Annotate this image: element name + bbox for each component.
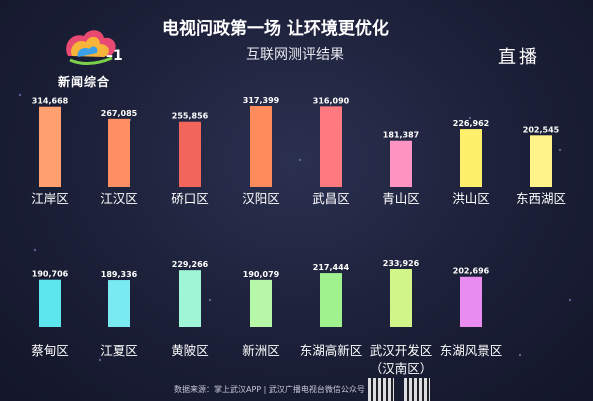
bar-value-label: 181,387 (383, 131, 419, 140)
background-dot (208, 298, 212, 302)
category-label: 武汉开发区 (370, 343, 433, 358)
bar-value-label: 217,444 (313, 263, 350, 272)
category-label: 洪山区 (452, 191, 490, 206)
title-plain: 电视问政第一场 (162, 19, 281, 39)
qr-code-icon (368, 378, 394, 401)
bar-value-label: 226,962 (453, 119, 489, 128)
bar (250, 279, 272, 327)
bar-value-label: 316,090 (313, 96, 350, 105)
data-source-footer: 数据来源：掌上武汉APP | 武汉广播电视台微信公众号 (174, 385, 365, 394)
bar (39, 106, 61, 187)
category-label: 硚口区 (171, 191, 209, 206)
bar-value-label: 202,545 (523, 125, 560, 134)
background-dot (98, 358, 102, 362)
channel-name: 新闻综合 (58, 75, 111, 89)
title-emphasis: 让环境更优化 (286, 19, 389, 39)
category-label: （汉南区） (370, 361, 433, 376)
bar-value-label: 190,706 (32, 270, 69, 279)
bar-value-label: 189,336 (101, 270, 138, 279)
bar (320, 273, 342, 327)
bar (250, 106, 272, 187)
category-label: 东西湖区 (516, 191, 566, 206)
category-label: 东湖风景区 (440, 343, 503, 358)
bar (179, 121, 201, 187)
bar-value-label: 267,085 (101, 109, 138, 118)
bar-value-label: 317,399 (243, 96, 280, 105)
qr-code-icon (404, 378, 430, 401)
bar (108, 280, 130, 327)
bar (320, 106, 342, 187)
background-dot (398, 260, 402, 264)
bar-value-label: 190,079 (243, 270, 280, 279)
channel-logo-icon (66, 30, 116, 65)
bar-value-label: 314,668 (32, 97, 69, 106)
category-label: 东湖高新区 (300, 343, 363, 358)
category-label: 新洲区 (242, 343, 280, 358)
bar (108, 118, 130, 187)
channel-logo: –1 (58, 26, 128, 86)
category-label: 汉阳区 (242, 191, 280, 206)
bar (179, 270, 201, 327)
bar-value-label: 202,696 (453, 267, 490, 276)
bar (460, 129, 482, 187)
category-label: 青山区 (382, 191, 420, 206)
category-label: 武昌区 (312, 191, 350, 206)
background-dot (298, 158, 302, 162)
category-label: 江岸区 (31, 191, 69, 206)
live-badge: 直播 (498, 47, 540, 68)
background-dot (558, 148, 562, 152)
background-dot (568, 298, 572, 302)
bar-value-label: 255,856 (172, 112, 209, 121)
bar-value-label: 229,266 (172, 260, 209, 269)
background-dot (518, 353, 522, 357)
chart-subtitle: 互联网测评结果 (246, 47, 344, 63)
bar-value-label: 233,926 (383, 259, 420, 268)
bar (39, 279, 61, 327)
bar (390, 140, 412, 187)
background-dot (33, 248, 37, 252)
channel-number: 1 (113, 48, 123, 64)
bar (390, 269, 412, 327)
page-title: 电视问政第一场 让环境更优化 (162, 14, 389, 39)
category-label: 黄陂区 (171, 343, 209, 358)
bar (460, 276, 482, 327)
category-label: 蔡甸区 (31, 343, 69, 358)
category-label: 江夏区 (100, 343, 138, 358)
background-dot (18, 93, 22, 97)
bar (530, 135, 552, 187)
category-label: 江汉区 (100, 191, 138, 206)
background-dot (468, 116, 472, 120)
